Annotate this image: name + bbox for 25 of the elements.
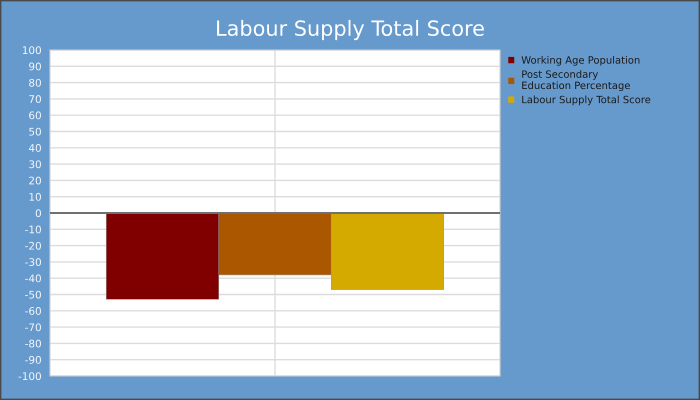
y-tick-label: 50 <box>29 128 41 136</box>
y-tick-label: 70 <box>29 95 41 104</box>
y-tick-label: 30 <box>29 160 41 168</box>
y-tick-label: -30 <box>25 258 41 266</box>
y-tick-label: 60 <box>29 111 41 120</box>
y-tick-label: 90 <box>29 62 41 70</box>
legend-label: Post Secondary Education Percentage <box>522 70 630 92</box>
y-tick-label: -90 <box>25 356 41 364</box>
y-tick-label: -100 <box>18 372 41 380</box>
y-tick-label: -20 <box>25 242 41 250</box>
y-tick-label: 0 <box>36 209 41 218</box>
y-tick-label: 10 <box>30 192 41 201</box>
y-tick-label: 100 <box>22 46 41 54</box>
y-tick-label: -80 <box>25 340 41 348</box>
y-tick-label: -50 <box>25 290 41 299</box>
y-tick-label: 40 <box>28 144 41 152</box>
y-tick-label: -40 <box>25 274 41 282</box>
legend-label: Labour Supply Total Score <box>522 96 650 106</box>
y-tick-label: -70 <box>25 323 41 332</box>
y-tick-label: 20 <box>29 176 41 185</box>
y-tick-label: 80 <box>29 78 41 87</box>
legend-label: Working Age Population <box>522 56 640 66</box>
y-tick-label: -10 <box>25 226 41 234</box>
chart-title: Labour Supply Total Score <box>217 20 484 40</box>
y-tick-label: -60 <box>25 307 41 315</box>
